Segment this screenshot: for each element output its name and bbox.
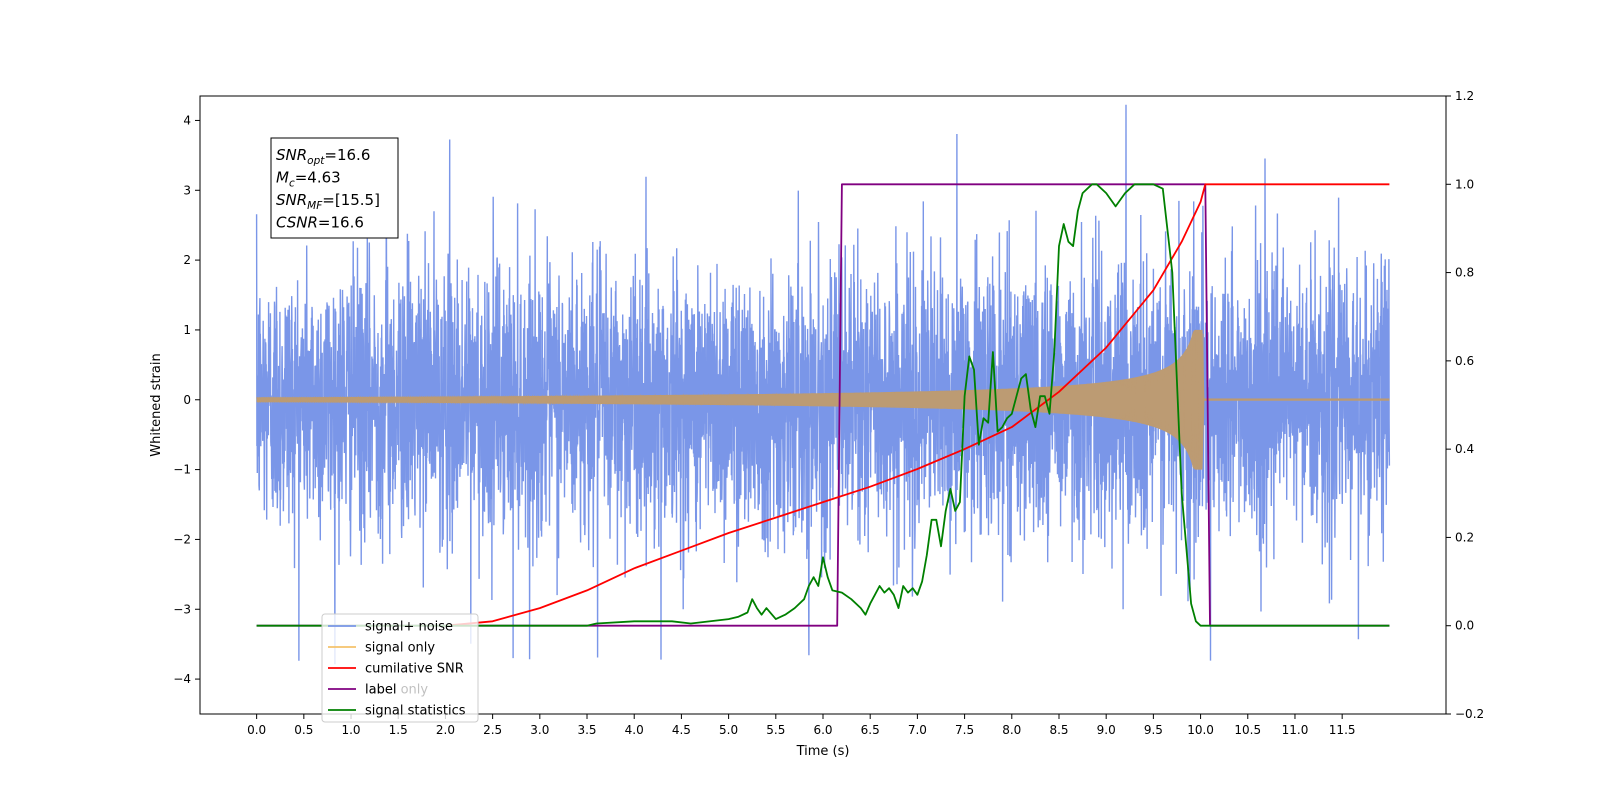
legend-ghost-text: label only: [365, 683, 428, 698]
y-tick-label: 4: [183, 113, 191, 127]
legend-label: label: [365, 683, 396, 698]
legend: signal+ noise signal only cumilative SNR la…: [321, 613, 479, 723]
series-signal-only: [256, 329, 1390, 470]
x-axis-ticks: 0.0 0.5 1.0 1.5 2.0 2.5 3.0 3.5 4.0 4.5 5.0 5.5 6.0 6…: [247, 714, 1356, 737]
y-tick-label: 2: [183, 253, 191, 267]
x-tick-label: 10.5: [1234, 723, 1261, 737]
right-y-tick-label: 0.4: [1455, 442, 1474, 456]
legend-label: signal statistics: [365, 704, 466, 719]
x-tick-label: 5.5: [766, 723, 785, 737]
y-axis-label: Whitened strain: [149, 353, 164, 456]
right-y-axis-ticks: 1.2 1.0 0.8 0.6 0.4 0.2 0.0 −0.2: [1446, 89, 1484, 721]
x-tick-label: 3.0: [530, 723, 549, 737]
x-tick-label: 7.5: [955, 723, 974, 737]
y-tick-label: −4: [173, 672, 191, 686]
x-tick-label: 2.5: [483, 723, 502, 737]
x-tick-label: 5.0: [719, 723, 738, 737]
line-signal-plus-noise: [255, 104, 1391, 665]
annotation-frame: [270, 137, 399, 239]
x-tick-label: 1.5: [389, 723, 408, 737]
right-y-tick-label: −0.2: [1455, 707, 1484, 721]
x-tick-label: 2.0: [436, 723, 455, 737]
annotation-line: CSNR=16.6: [276, 214, 364, 232]
x-axis-label: Time (s): [796, 744, 850, 759]
x-tick-label: 9.5: [1144, 723, 1163, 737]
annotation-line: Mc=4.63: [276, 169, 341, 190]
y-tick-label: −3: [173, 602, 191, 616]
line-signal-only: [256, 329, 1390, 470]
x-tick-label: 8.5: [1049, 723, 1068, 737]
x-tick-label: 10.0: [1187, 723, 1214, 737]
y-tick-label: 0: [183, 393, 191, 407]
y-tick-label: 1: [183, 323, 191, 337]
right-y-tick-label: 0.8: [1455, 266, 1474, 280]
series-signal-plus-noise: [255, 104, 1391, 665]
legend-label: signal+ noise: [365, 620, 453, 635]
line-cumulative-snr: [445, 183, 1390, 627]
y-tick-label: 3: [183, 183, 191, 197]
annotation-line: SNRMF=[15.5]: [276, 191, 380, 212]
line-signal-statistics: [256, 183, 1390, 627]
legend-frame: [321, 613, 479, 723]
x-tick-label: 1.0: [341, 723, 360, 737]
x-tick-label: 0.5: [294, 723, 313, 737]
legend-label: cumilative SNR: [365, 662, 464, 677]
x-tick-label: 6.0: [813, 723, 832, 737]
right-axis-series: [256, 183, 1390, 627]
annotation-line: SNRopt=16.6: [276, 146, 370, 167]
x-tick-label: 9.0: [1097, 723, 1116, 737]
y-axis-ticks: 4 3 2 1 0 −1 −2 −3 −4: [173, 113, 200, 686]
x-tick-label: 6.5: [861, 723, 880, 737]
x-tick-label: 4.0: [625, 723, 644, 737]
x-tick-label: 11.0: [1282, 723, 1309, 737]
right-y-tick-label: 1.2: [1455, 89, 1474, 103]
y-tick-label: −1: [173, 463, 191, 477]
right-y-tick-label: 1.0: [1455, 177, 1474, 191]
y-tick-label: −2: [173, 532, 191, 546]
x-tick-label: 7.0: [908, 723, 927, 737]
x-tick-label: 0.0: [247, 723, 266, 737]
legend-label: signal only: [365, 641, 435, 656]
right-y-tick-label: 0.6: [1455, 354, 1474, 368]
x-tick-label: 11.5: [1329, 723, 1356, 737]
right-y-tick-label: 0.2: [1455, 530, 1474, 544]
x-tick-label: 4.5: [672, 723, 691, 737]
x-tick-label: 8.0: [1002, 723, 1021, 737]
x-tick-label: 3.5: [577, 723, 596, 737]
right-y-tick-label: 0.0: [1455, 619, 1474, 633]
